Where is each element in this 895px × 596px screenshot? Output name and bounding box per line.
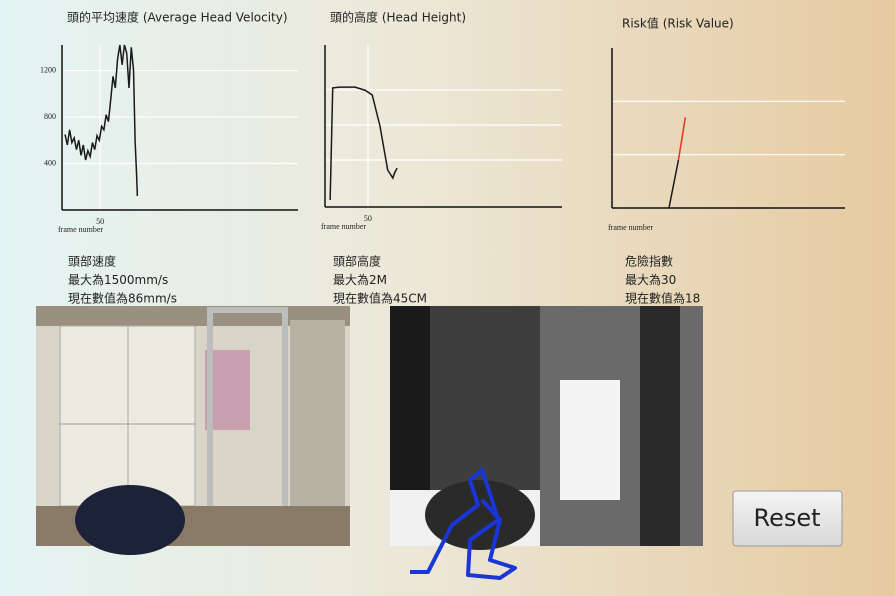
x-axis-label: frame number: [58, 225, 103, 234]
info-line: 頭部高度: [333, 254, 381, 269]
info-line: 最大為1500mm/s: [68, 273, 168, 287]
reset-button[interactable]: Reset: [733, 491, 842, 546]
y-tick-label: 1200: [40, 65, 56, 74]
info-line: 最大為30: [625, 273, 676, 287]
depth-person: [425, 480, 535, 550]
chart-title: 頭的高度 (Head Height): [330, 10, 466, 25]
depth-view: [390, 306, 703, 578]
depth-region: [560, 380, 620, 500]
info-line: 現在數值為18: [625, 291, 700, 306]
info-line: 最大為2M: [333, 273, 387, 287]
x-axis-label: frame number: [321, 222, 366, 231]
chart-title: 頭的平均速度 (Average Head Velocity): [67, 10, 288, 25]
screen: Reset 頭的平均速度 (Average Head Velocity) 400 8…: [0, 0, 895, 596]
info-line: 危險指數: [625, 254, 673, 269]
depth-region: [640, 306, 680, 546]
x-axis-label: frame number: [608, 223, 653, 232]
y-tick-label: 400: [44, 158, 56, 167]
info-line: 現在數值為86mm/s: [68, 291, 177, 306]
info-line: 頭部速度: [68, 254, 116, 269]
y-tick-label: 800: [44, 112, 56, 121]
person: [75, 485, 185, 555]
chart-title: Risk值 (Risk Value): [622, 16, 734, 31]
button-label[interactable]: Reset: [753, 504, 820, 532]
info-line: 現在數值為45CM: [333, 291, 427, 306]
camera-view: [36, 306, 350, 555]
page: Reset 頭的平均速度 (Average Head Velocity) 400 8…: [0, 0, 895, 596]
